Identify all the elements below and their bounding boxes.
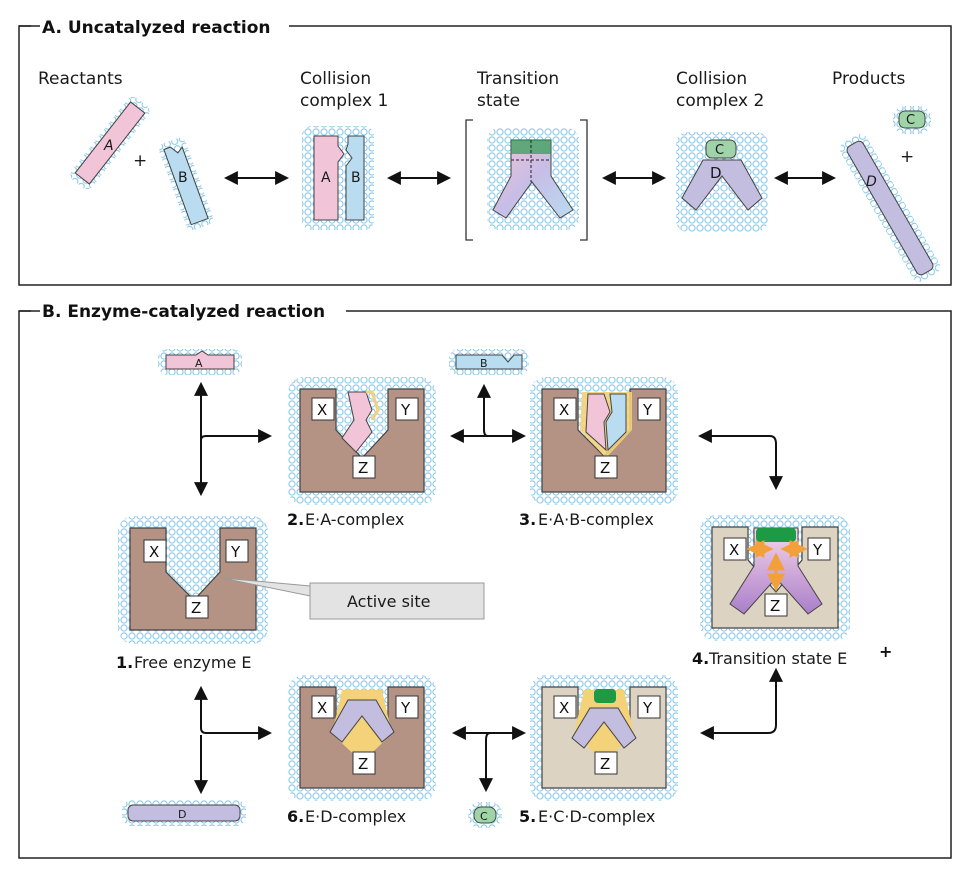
- state1-num: 1.: [116, 653, 133, 672]
- cc1-a-label: A: [321, 170, 331, 186]
- state5-num: 5.: [519, 807, 536, 826]
- label-reactants: Reactants: [38, 69, 123, 89]
- s3-z: Z: [600, 459, 610, 477]
- s5-y: Y: [642, 699, 653, 717]
- free-b-label: B: [480, 357, 488, 370]
- state3-num: 3.: [519, 510, 536, 529]
- product-d: D: [839, 134, 941, 282]
- label-collision1-line1: Collision: [300, 69, 371, 89]
- s2-y: Y: [400, 401, 411, 419]
- active-site-label: Active site: [347, 592, 430, 611]
- section-b-frame: [18, 310, 952, 859]
- free-a-label: A: [195, 357, 203, 370]
- reactant-b-label: B: [178, 170, 188, 186]
- section-a-frame: [18, 25, 952, 286]
- label-transition-line2: state: [477, 91, 520, 111]
- s5-z: Z: [600, 755, 610, 773]
- enzyme-state-6: X Y Z: [288, 675, 436, 801]
- free-molecule-c: C: [468, 802, 502, 828]
- cycle-arrows: [194, 381, 783, 795]
- free-molecule-a: A: [158, 349, 242, 375]
- reactant-b: B: [159, 137, 213, 231]
- s4-x: X: [729, 541, 739, 559]
- label-collision1-line2: complex 1: [300, 91, 388, 111]
- label-transition-line1: Transition: [476, 69, 559, 89]
- state6-num: 6.: [287, 807, 304, 826]
- s6-x: X: [317, 699, 327, 717]
- label-collision2-line1: Collision: [676, 69, 747, 89]
- product-c-label: C: [906, 113, 915, 128]
- cc2-d-label: D: [710, 164, 722, 182]
- cc2-c-label: C: [715, 143, 724, 158]
- state1-label: Free enzyme E: [134, 653, 252, 672]
- section-b-title: B. Enzyme-catalyzed reaction: [42, 302, 325, 322]
- free-molecule-b: B: [449, 349, 529, 375]
- plus-reactants: +: [133, 151, 147, 171]
- s1-y: Y: [230, 543, 241, 561]
- reactant-a-label: A: [103, 138, 114, 154]
- enzyme-state-3: X Y Z: [530, 377, 678, 505]
- s3-y: Y: [642, 401, 653, 419]
- enzyme-state-5: X Y Z: [530, 675, 678, 801]
- s6-z: Z: [358, 755, 368, 773]
- active-site-callout: Active site: [221, 577, 485, 620]
- state4-label: Transition state E: [708, 649, 847, 668]
- state4-num: 4.: [692, 649, 709, 668]
- state6-label: E·D-complex: [305, 807, 406, 826]
- collision-complex-1: A B: [302, 126, 374, 230]
- plus-products: +: [900, 147, 914, 167]
- reactant-a: A: [70, 96, 150, 190]
- enzyme-state-1: X Y Z: [118, 516, 268, 644]
- label-products: Products: [832, 69, 906, 89]
- state2-label: E·A-complex: [305, 510, 404, 529]
- s5-x: X: [559, 699, 569, 717]
- free-d-label: D: [178, 808, 186, 821]
- product-d-label: D: [866, 174, 877, 190]
- state2-num: 2.: [287, 510, 304, 529]
- product-c: C: [893, 106, 931, 134]
- s2-x: X: [317, 401, 327, 419]
- free-molecule-d: D: [122, 800, 246, 826]
- s6-y: Y: [400, 699, 411, 717]
- section-a-title: A. Uncatalyzed reaction: [42, 18, 271, 38]
- s1-x: X: [149, 543, 159, 561]
- state3-label: E·A·B-complex: [538, 510, 654, 529]
- s1-z: Z: [191, 599, 201, 617]
- enzyme-state-2: X Y Z: [288, 377, 436, 505]
- s2-z: Z: [358, 459, 368, 477]
- transition-state: [465, 119, 588, 241]
- s4-z: Z: [770, 597, 780, 615]
- collision-complex-2: C D: [676, 132, 768, 232]
- state5-label: E·C·D-complex: [538, 807, 655, 826]
- s3-x: X: [559, 401, 569, 419]
- s4-y: Y: [812, 541, 823, 559]
- free-c-label: C: [480, 810, 488, 823]
- label-collision2-line2: complex 2: [676, 91, 764, 111]
- state4-superscript: +: [879, 642, 892, 661]
- cc1-b-label: B: [351, 170, 361, 186]
- enzyme-state-4: X Y Z: [700, 515, 850, 641]
